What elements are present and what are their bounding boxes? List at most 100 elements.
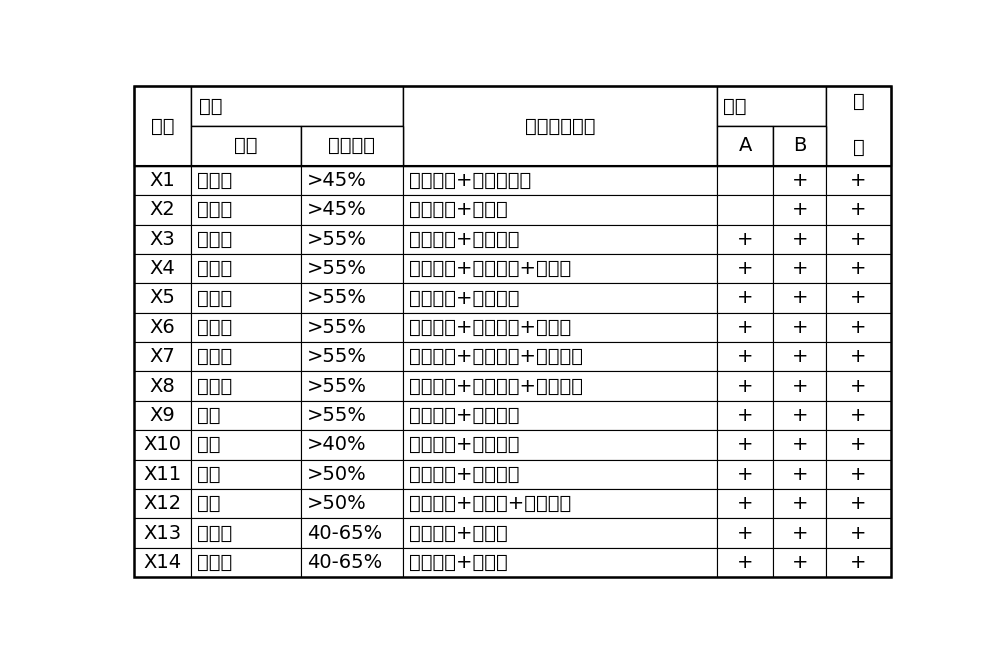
Bar (301, 195, 403, 225)
Bar (134, 548, 191, 577)
Bar (191, 283, 301, 313)
Bar (191, 313, 301, 342)
Text: X4: X4 (150, 259, 176, 278)
Bar (191, 371, 301, 401)
Text: +: + (792, 436, 808, 455)
Text: X10: X10 (144, 436, 182, 455)
Text: 组织: 组织 (199, 97, 222, 116)
Text: +: + (737, 259, 753, 278)
Text: +: + (850, 436, 867, 455)
Text: 组织提取+机械破碎: 组织提取+机械破碎 (409, 406, 520, 425)
Bar (403, 518, 717, 548)
Bar (301, 87, 403, 126)
Text: 小鼠肉: 小鼠肉 (197, 288, 232, 307)
Text: 结: 结 (853, 92, 864, 111)
Text: >55%: >55% (307, 376, 367, 396)
Bar (826, 401, 891, 430)
Text: +: + (792, 259, 808, 278)
Bar (773, 401, 826, 430)
Text: +: + (737, 348, 753, 366)
Text: 40-65%: 40-65% (307, 524, 382, 543)
Bar (717, 283, 773, 313)
Bar (773, 342, 826, 371)
Text: 组织提取+机械破碎+冻融处理: 组织提取+机械破碎+冻融处理 (409, 348, 583, 366)
Text: 猪肌肉: 猪肌肉 (197, 259, 232, 278)
Text: X2: X2 (150, 200, 176, 219)
Text: X1: X1 (150, 171, 176, 190)
Text: +: + (850, 230, 867, 249)
Text: +: + (792, 200, 808, 219)
Text: >55%: >55% (307, 318, 367, 337)
Text: >45%: >45% (307, 200, 367, 219)
Bar (191, 342, 301, 371)
Bar (717, 460, 773, 489)
Bar (403, 489, 717, 518)
Bar (191, 518, 301, 548)
Bar (134, 225, 191, 254)
Bar (134, 460, 191, 489)
Bar (826, 430, 891, 460)
Text: 小鼠肉: 小鼠肉 (197, 318, 232, 337)
Text: 40-65%: 40-65% (307, 553, 382, 572)
Text: 节: 节 (853, 139, 864, 158)
Text: +: + (737, 376, 753, 396)
Bar (134, 87, 191, 166)
Text: 品名: 品名 (234, 137, 258, 156)
Bar (773, 195, 826, 225)
Text: +: + (792, 376, 808, 396)
Bar (191, 126, 301, 166)
Bar (191, 225, 301, 254)
Bar (403, 313, 717, 342)
Text: >40%: >40% (307, 436, 367, 455)
Bar (301, 126, 403, 166)
Text: 组织提取+机械破碎: 组织提取+机械破碎 (409, 288, 520, 307)
Bar (717, 518, 773, 548)
Bar (826, 195, 891, 225)
Bar (191, 195, 301, 225)
Text: >55%: >55% (307, 406, 367, 425)
Bar (301, 342, 403, 371)
Text: +: + (850, 318, 867, 337)
Text: +: + (737, 436, 753, 455)
Text: 兔血液: 兔血液 (197, 524, 232, 543)
Bar (773, 87, 826, 126)
Text: 组织提取+热处理: 组织提取+热处理 (409, 200, 508, 219)
Text: X14: X14 (144, 553, 182, 572)
Text: X13: X13 (144, 524, 182, 543)
Bar (191, 254, 301, 283)
Text: +: + (850, 494, 867, 513)
Text: +: + (792, 348, 808, 366)
Text: >55%: >55% (307, 288, 367, 307)
Text: +: + (737, 318, 753, 337)
Bar (134, 283, 191, 313)
Bar (826, 166, 891, 195)
Bar (826, 87, 891, 166)
Text: +: + (850, 171, 867, 190)
Bar (134, 371, 191, 401)
Text: X12: X12 (144, 494, 182, 513)
Text: >45%: >45% (307, 171, 367, 190)
Text: +: + (792, 464, 808, 484)
Bar (191, 460, 301, 489)
Text: 猪肺: 猪肺 (197, 436, 221, 455)
Text: +: + (792, 318, 808, 337)
Bar (191, 126, 301, 166)
Bar (826, 548, 891, 577)
Text: 小鼠肉: 小鼠肉 (197, 376, 232, 396)
Text: 猪皮: 猪皮 (197, 494, 221, 513)
Bar (773, 430, 826, 460)
Bar (773, 313, 826, 342)
Text: 细胞比容: 细胞比容 (328, 137, 375, 156)
Bar (826, 371, 891, 401)
Bar (717, 371, 773, 401)
Bar (826, 489, 891, 518)
Text: +: + (850, 553, 867, 572)
Bar (301, 430, 403, 460)
Bar (134, 126, 191, 166)
Text: >55%: >55% (307, 230, 367, 249)
Text: +: + (850, 259, 867, 278)
Bar (717, 254, 773, 283)
Bar (773, 166, 826, 195)
Bar (301, 225, 403, 254)
Text: 组织提取+机械破碎: 组织提取+机械破碎 (409, 436, 520, 455)
